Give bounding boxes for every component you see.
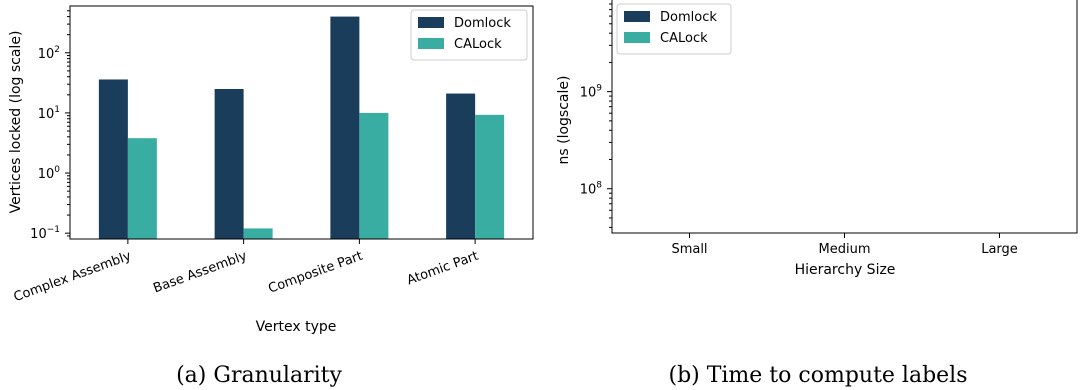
chart-b-legend-swatch-calock [624,32,650,43]
chart-b: 108 109 Small Medium Large ns (logscale) Hi… [556,0,1078,388]
chart-a-xtick-label: Base Assembly [151,249,249,297]
chart-a-xtick-label: Composite Part [266,249,364,297]
chart-b-ylabel: ns (logscale) [556,76,572,165]
chart-a-bar-calock-3 [475,114,505,239]
chart-a-xtick-label: Atomic Part [405,249,481,289]
chart-a: 10−1 100 101 102 Complex Assembly Base Assem… [8,5,534,388]
chart-a-xtick-label: Complex Assembly [12,249,134,306]
chart-b-y-axis: 108 109 [580,3,612,228]
chart-a-caption: (a) Granularity [176,363,342,388]
chart-b-x-axis: Small Medium Large [671,233,1018,257]
chart-b-caption: (b) Time to compute labels [668,363,967,388]
chart-b-xlabel: Hierarchy Size [795,262,896,278]
chart-a-bars [98,16,505,240]
chart-a-ytick-label: 100 [38,165,61,182]
chart-a-legend-label-domlock: Domlock [454,16,511,31]
chart-a-legend-label-calock: CALock [454,37,502,52]
chart-b-ytick-label: 109 [580,84,603,101]
chart-a-bar-calock-0 [127,138,157,239]
chart-a-y-axis: 10−1 100 101 102 [30,10,70,242]
chart-a-bar-domlock-3 [446,93,476,240]
chart-a-x-axis: Complex Assembly Base Assembly Composite P… [12,239,481,306]
chart-a-ytick-label: 102 [38,45,60,62]
chart-b-legend-swatch-domlock [624,11,650,22]
chart-b-ytick-label: 108 [580,181,603,198]
chart-a-bar-domlock-0 [98,79,128,239]
chart-b-legend-label-calock: CALock [660,31,708,46]
chart-a-legend-swatch-calock [418,38,444,49]
chart-b-legend: Domlock CALock [616,3,732,55]
chart-b-legend-label-domlock: Domlock [660,10,717,25]
chart-a-bar-domlock-1 [214,88,244,239]
chart-a-bar-domlock-2 [330,16,360,240]
chart-a-ytick-label: 10−1 [30,225,60,242]
chart-b-xtick-label: Large [981,242,1018,257]
chart-a-xlabel: Vertex type [256,319,337,335]
chart-a-ylabel: Vertices locked (log scale) [8,31,24,214]
chart-a-ytick-label: 101 [38,105,60,122]
chart-a-bar-calock-1 [243,228,273,239]
chart-b-xtick-label: Medium [819,242,871,257]
chart-a-legend: Domlock CALock [410,9,528,61]
chart-a-bar-calock-2 [359,112,389,239]
chart-b-xtick-label: Small [671,242,707,257]
chart-a-legend-swatch-domlock [418,17,444,28]
